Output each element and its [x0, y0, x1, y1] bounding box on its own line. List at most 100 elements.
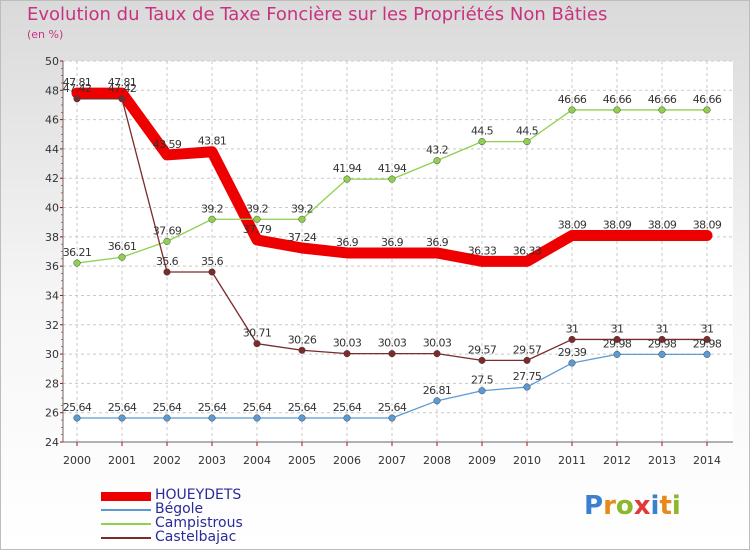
- data-point: [118, 414, 126, 422]
- x-tick-label: 2003: [198, 454, 226, 467]
- logo-letter: i: [650, 491, 660, 521]
- data-point: [388, 350, 396, 358]
- series-line-houeydets: [71, 87, 713, 267]
- data-label: 47.42: [108, 82, 137, 95]
- data-label: 29.98: [693, 337, 722, 350]
- legend-label: Castelbajac: [155, 529, 237, 545]
- y-tick-label: 44: [45, 143, 59, 156]
- data-label: 31: [701, 322, 714, 335]
- data-point: [388, 414, 396, 422]
- data-point: [568, 359, 576, 367]
- data-point: [298, 414, 306, 422]
- data-label: 44.5: [471, 125, 494, 138]
- x-tick-label: 2008: [423, 454, 451, 467]
- data-label: 37.24: [288, 231, 317, 244]
- data-point: [343, 175, 351, 183]
- data-point: [478, 387, 486, 395]
- data-point: [433, 157, 441, 165]
- data-label: 25.64: [288, 401, 317, 414]
- data-label: 46.66: [558, 93, 587, 106]
- data-point: [73, 414, 81, 422]
- y-tick-label: 32: [45, 319, 59, 332]
- data-label: 37.79: [243, 223, 272, 236]
- logo-letter: t: [659, 491, 672, 521]
- x-tick-label: 2000: [63, 454, 91, 467]
- data-label: 30.03: [423, 337, 452, 350]
- y-tick-label: 34: [45, 289, 59, 302]
- x-tick-label: 2012: [603, 454, 631, 467]
- x-tick-label: 2004: [243, 454, 271, 467]
- data-label: 31: [611, 322, 624, 335]
- legend-label: HOUEYDETS: [155, 487, 242, 503]
- data-label: 41.94: [333, 162, 362, 175]
- y-tick-label: 26: [45, 407, 59, 420]
- x-tick-label: 2002: [153, 454, 181, 467]
- legend-label: Campistrous: [155, 515, 243, 531]
- data-point: [478, 138, 486, 146]
- data-point: [343, 414, 351, 422]
- x-tick-label: 2010: [513, 454, 541, 467]
- data-point: [523, 356, 531, 364]
- data-label: 36.33: [513, 244, 542, 257]
- data-label: 29.57: [468, 343, 497, 356]
- data-point: [73, 95, 81, 103]
- x-tick-label: 2009: [468, 454, 496, 467]
- data-label: 46.66: [648, 93, 677, 106]
- data-label: 41.94: [378, 162, 407, 175]
- data-point: [208, 414, 216, 422]
- data-label: 29.57: [513, 343, 542, 356]
- data-point: [118, 95, 126, 103]
- data-label: 27.5: [471, 374, 494, 387]
- y-tick-label: 38: [45, 231, 59, 244]
- data-point: [433, 350, 441, 358]
- chart-subtitle: (en %): [27, 28, 64, 41]
- data-label: 36.9: [381, 236, 404, 249]
- data-point: [523, 383, 531, 391]
- data-label: 30.71: [243, 327, 272, 340]
- data-label: 25.64: [153, 401, 182, 414]
- data-point: [658, 335, 666, 343]
- data-label: 38.09: [693, 219, 722, 232]
- data-label: 25.64: [333, 401, 362, 414]
- data-label: 25.64: [243, 401, 272, 414]
- data-label: 43.59: [153, 138, 182, 151]
- data-label: 30.03: [333, 337, 362, 350]
- data-point: [613, 106, 621, 114]
- data-label: 27.75: [513, 370, 542, 383]
- data-label: 38.09: [648, 219, 677, 232]
- data-label: 25.64: [378, 401, 407, 414]
- data-point: [613, 335, 621, 343]
- data-point: [658, 350, 666, 358]
- data-label: 36.21: [63, 246, 92, 259]
- logo-letter: P: [584, 491, 604, 521]
- data-label: 26.81: [423, 384, 452, 397]
- data-label: 29.98: [603, 337, 632, 350]
- data-point: [208, 215, 216, 223]
- data-label: 39.2: [291, 202, 313, 215]
- x-tick-label: 2011: [558, 454, 586, 467]
- data-point: [568, 106, 576, 114]
- data-point: [118, 253, 126, 261]
- data-label: 47.81: [108, 76, 137, 89]
- data-label: 38.09: [558, 219, 587, 232]
- legend-swatch: [101, 537, 151, 539]
- data-label: 36.33: [468, 244, 497, 257]
- legend-swatch: [101, 491, 151, 501]
- data-label: 36.9: [336, 236, 359, 249]
- data-point: [298, 215, 306, 223]
- y-tick-label: 30: [45, 348, 59, 361]
- data-label: 25.64: [198, 401, 227, 414]
- data-label: 31: [566, 322, 579, 335]
- x-tick-label: 2007: [378, 454, 406, 467]
- x-tick-label: 2006: [333, 454, 361, 467]
- data-point: [568, 335, 576, 343]
- y-tick-label: 42: [45, 172, 59, 185]
- data-point: [163, 268, 171, 276]
- data-point: [298, 346, 306, 354]
- y-tick-label: 36: [45, 260, 59, 273]
- data-point: [208, 268, 216, 276]
- data-point: [73, 259, 81, 267]
- data-label: 25.64: [108, 401, 137, 414]
